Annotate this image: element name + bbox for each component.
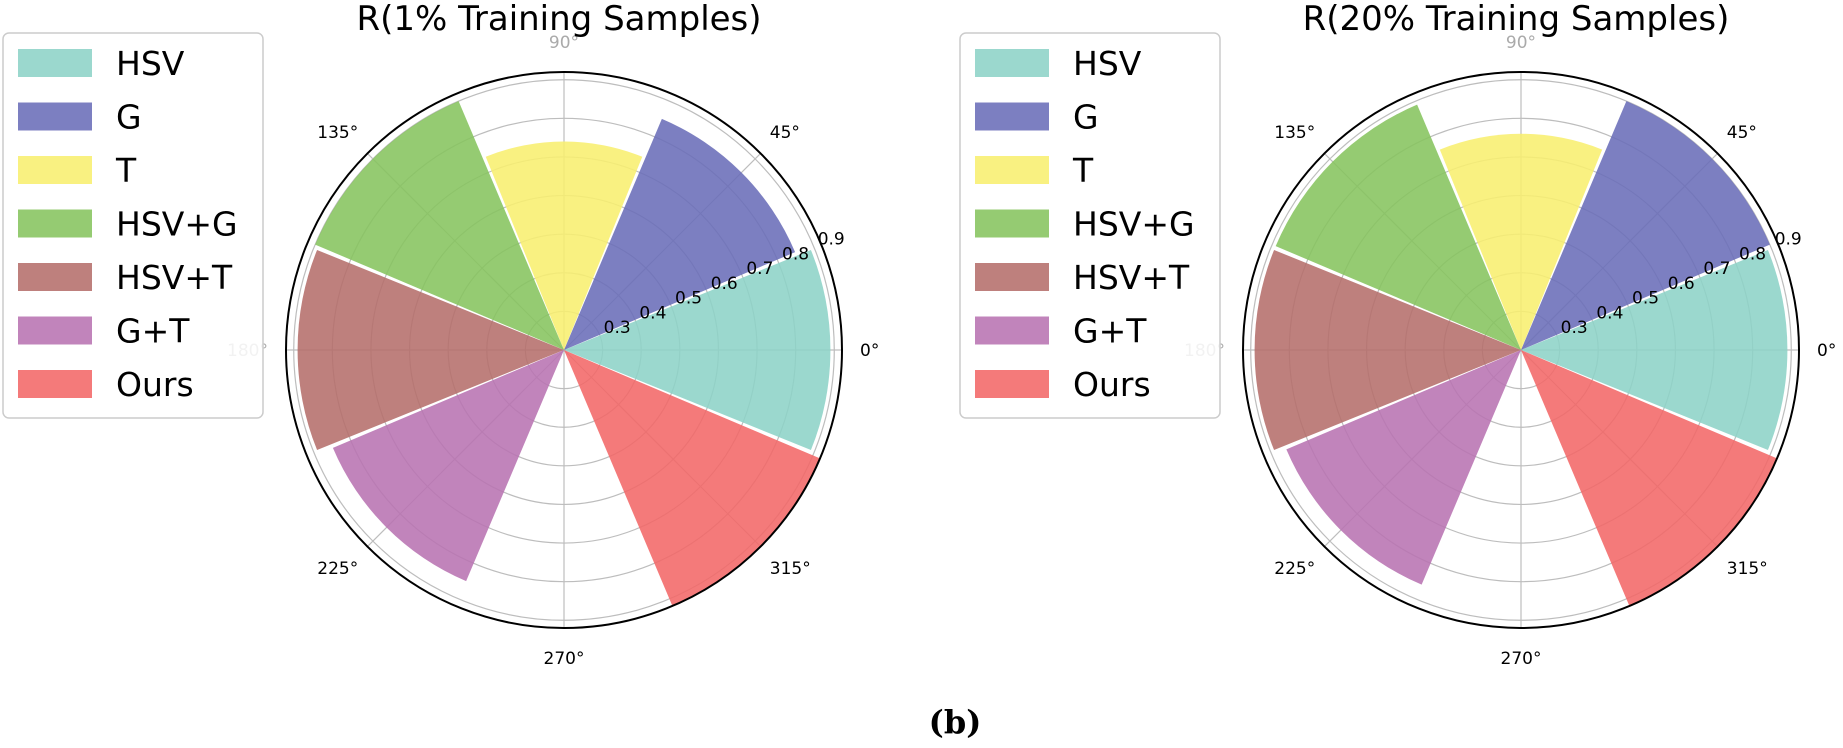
legend: HSV GT HSV+G HSV+T G+T Ours	[2, 32, 264, 419]
bar-g	[1521, 101, 1770, 350]
polar-outline	[1242, 71, 1800, 629]
theta-tick-label: 225°	[317, 559, 358, 579]
legend-swatch-t	[975, 156, 1049, 184]
theta-tick-label: 135°	[317, 123, 358, 143]
r-tick-label: 0.5	[675, 289, 702, 309]
legend-swatch-ours	[975, 370, 1049, 398]
bar-t	[485, 141, 643, 350]
polar-chart-20pct: 0.30.40.50.60.70.80.90°45°90°135°180°225…	[959, 0, 1836, 669]
bar-ours	[564, 350, 820, 606]
theta-tick-label: 90°	[1506, 33, 1536, 53]
r-tick-label: 0.5	[1632, 289, 1659, 309]
bar-g-t	[1286, 350, 1521, 585]
legend-swatch-g-t	[975, 316, 1049, 345]
legend-label-g: G	[1073, 98, 1099, 137]
theta-tick-label: 135°	[1274, 123, 1315, 143]
theta-tick-label: 0°	[1817, 341, 1836, 361]
polar-chart-1pct: 0.30.40.50.60.70.80.90°45°90°135°180°225…	[2, 0, 879, 669]
bar-g-t	[332, 350, 564, 582]
figure-caption: (b)	[929, 703, 982, 741]
legend-label-g-t: G+T	[1073, 312, 1147, 351]
theta-tick-label: 315°	[1727, 559, 1768, 579]
r-tick-label: 0.3	[1561, 318, 1588, 338]
legend-label-hsv-t: HSV+T	[1073, 258, 1190, 297]
legend-label-ours: Ours	[1073, 365, 1151, 404]
r-tick-label: 0.6	[1668, 274, 1695, 294]
legend-swatch-hsv-g	[18, 209, 92, 238]
legend-swatch-hsv-t	[975, 263, 1049, 291]
theta-tick-label: 45°	[1727, 123, 1757, 143]
legend-label-g-t: G+T	[116, 312, 190, 351]
legend-swatch-ours	[18, 370, 92, 398]
bar-hsv-t	[1254, 249, 1521, 451]
bar-hsv-g	[315, 101, 564, 350]
theta-tick-label: 270°	[1501, 649, 1542, 669]
theta-tick-label: 90°	[549, 33, 579, 53]
r-tick-label: 0.7	[746, 259, 773, 279]
legend-swatch-t	[18, 156, 92, 184]
r-tick-label: 0.9	[1775, 230, 1802, 250]
chart-title: R(20% Training Samples)	[1303, 0, 1730, 39]
r-tick-label: 0.9	[818, 230, 845, 250]
legend-swatch-g-t	[18, 316, 92, 345]
theta-tick-label: 225°	[1274, 559, 1315, 579]
bar-hsv-t	[297, 249, 564, 451]
bar-t	[1439, 133, 1603, 350]
bars	[1254, 101, 1788, 606]
r-tick-label: 0.4	[639, 303, 666, 323]
legend: HSV GT HSV+G HSV+T G+T Ours	[959, 32, 1221, 419]
r-tick-label: 0.4	[1596, 303, 1623, 323]
theta-tick-label: 0°	[860, 341, 879, 361]
theta-tick-label: 270°	[544, 649, 585, 669]
legend-label-t: T	[1072, 151, 1094, 190]
legend-label-hsv-t: HSV+T	[116, 258, 233, 297]
polar-outline	[285, 71, 843, 629]
bar-g	[564, 118, 796, 350]
r-tick-label: 0.8	[1739, 244, 1766, 264]
legend-label-g: G	[116, 98, 142, 137]
legend-swatch-hsv	[18, 49, 92, 77]
r-tick-label: 0.3	[604, 318, 631, 338]
legend-label-hsv: HSV	[116, 44, 185, 83]
legend-label-hsv-g: HSV+G	[1073, 205, 1195, 244]
bars	[297, 101, 831, 606]
bar-hsv	[1521, 249, 1788, 451]
legend-swatch-hsv	[975, 49, 1049, 77]
legend-swatch-g	[18, 102, 92, 131]
theta-tick-label: 45°	[770, 123, 800, 143]
legend-swatch-hsv-g	[975, 209, 1049, 238]
bar-hsv-g	[1275, 104, 1521, 350]
legend-label-ours: Ours	[116, 365, 194, 404]
theta-tick-label: 315°	[770, 559, 811, 579]
legend-swatch-hsv-t	[18, 263, 92, 291]
bar-hsv	[564, 249, 831, 451]
legend-label-t: T	[115, 151, 137, 190]
r-tick-label: 0.7	[1703, 259, 1730, 279]
chart-title: R(1% Training Samples)	[356, 0, 761, 39]
legend-label-hsv-g: HSV+G	[116, 205, 238, 244]
r-tick-label: 0.6	[711, 274, 738, 294]
legend-label-hsv: HSV	[1073, 44, 1142, 83]
bar-ours	[1521, 350, 1777, 606]
legend-swatch-g	[975, 102, 1049, 131]
r-tick-label: 0.8	[782, 244, 809, 264]
